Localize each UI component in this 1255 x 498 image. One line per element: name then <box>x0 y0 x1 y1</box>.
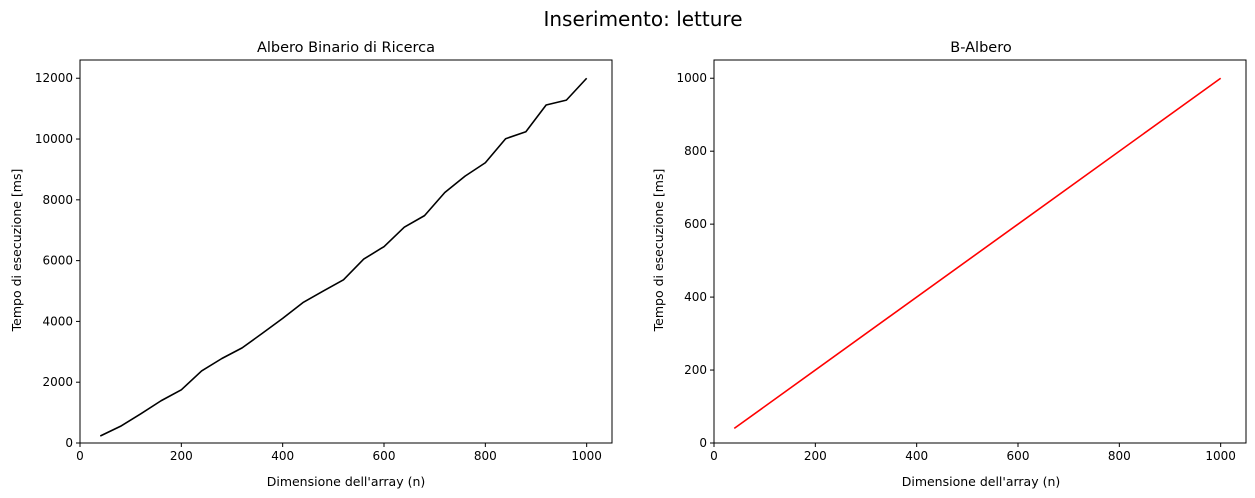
chart-bst-xtick-label-2: 400 <box>271 449 294 463</box>
chart-bst-ytick-label-3: 6000 <box>42 254 73 268</box>
chart-btree-ytick-label-3: 600 <box>684 217 707 231</box>
chart-btree-ytick-label-5: 1000 <box>676 71 707 85</box>
chart-bst-ytick-label-0: 0 <box>65 436 73 450</box>
chart-btree: B-Albero Dimensione dell'array (n) Tempo… <box>651 40 1247 489</box>
chart-btree-series-line-0 <box>733 77 1222 430</box>
chart-bst-ticks: 0 200 400 600 800 100002000400060008000100001… <box>35 71 602 463</box>
chart-btree-xtick-label-4: 800 <box>1108 449 1131 463</box>
chart-bst-ytick-label-5: 10000 <box>35 132 73 146</box>
chart-btree-ytick-label-0: 0 <box>699 436 707 450</box>
chart-bst-xtick-label-3: 600 <box>373 449 396 463</box>
chart-bst-xtick-label-4: 800 <box>474 449 497 463</box>
figure-suptitle: Inserimento: letture <box>543 7 742 31</box>
chart-bst: Albero Binario di Ricerca Dimensione del… <box>9 40 613 489</box>
chart-bst-ylabel: Tempo di esecuzione [ms] <box>9 169 24 333</box>
chart-btree-frame <box>713 59 1247 444</box>
chart-btree-xtick-label-3: 600 <box>1007 449 1030 463</box>
chart-btree-xlabel: Dimensione dell'array (n) <box>902 474 1061 489</box>
chart-bst-ytick-label-4: 8000 <box>42 193 73 207</box>
chart-bst-ytick-label-6: 12000 <box>35 71 73 85</box>
chart-btree-ytick-label-2: 400 <box>684 290 707 304</box>
chart-bst-title: Albero Binario di Ricerca <box>257 40 435 56</box>
chart-bst-xtick-label-1: 200 <box>170 449 193 463</box>
chart-bst-series-line-0 <box>99 77 588 437</box>
chart-btree-xtick-label-1: 200 <box>804 449 827 463</box>
chart-bst-lines <box>99 77 588 437</box>
chart-btree-ytick-label-4: 800 <box>684 144 707 158</box>
chart-btree-ylabel: Tempo di esecuzione [ms] <box>651 169 666 333</box>
chart-btree-xtick-label-5: 1000 <box>1205 449 1236 463</box>
chart-bst-xtick-label-0: 0 <box>76 449 84 463</box>
chart-btree-xtick-label-2: 400 <box>905 449 928 463</box>
chart-btree-ytick-label-1: 200 <box>684 363 707 377</box>
chart-btree-title: B-Albero <box>950 40 1012 56</box>
chart-bst-xlabel: Dimensione dell'array (n) <box>267 474 426 489</box>
chart-bst-ytick-label-1: 2000 <box>42 375 73 389</box>
chart-btree-lines <box>733 77 1222 430</box>
chart-btree-ticks: 0 200 400 600 800 1000 0 200 400 600 800 1000 <box>676 71 1235 463</box>
chart-bst-ytick-label-2: 4000 <box>42 314 73 328</box>
chart-bst-xtick-label-5: 1000 <box>571 449 602 463</box>
chart-btree-xtick-label-0: 0 <box>710 449 718 463</box>
chart-bst-frame <box>79 59 613 444</box>
